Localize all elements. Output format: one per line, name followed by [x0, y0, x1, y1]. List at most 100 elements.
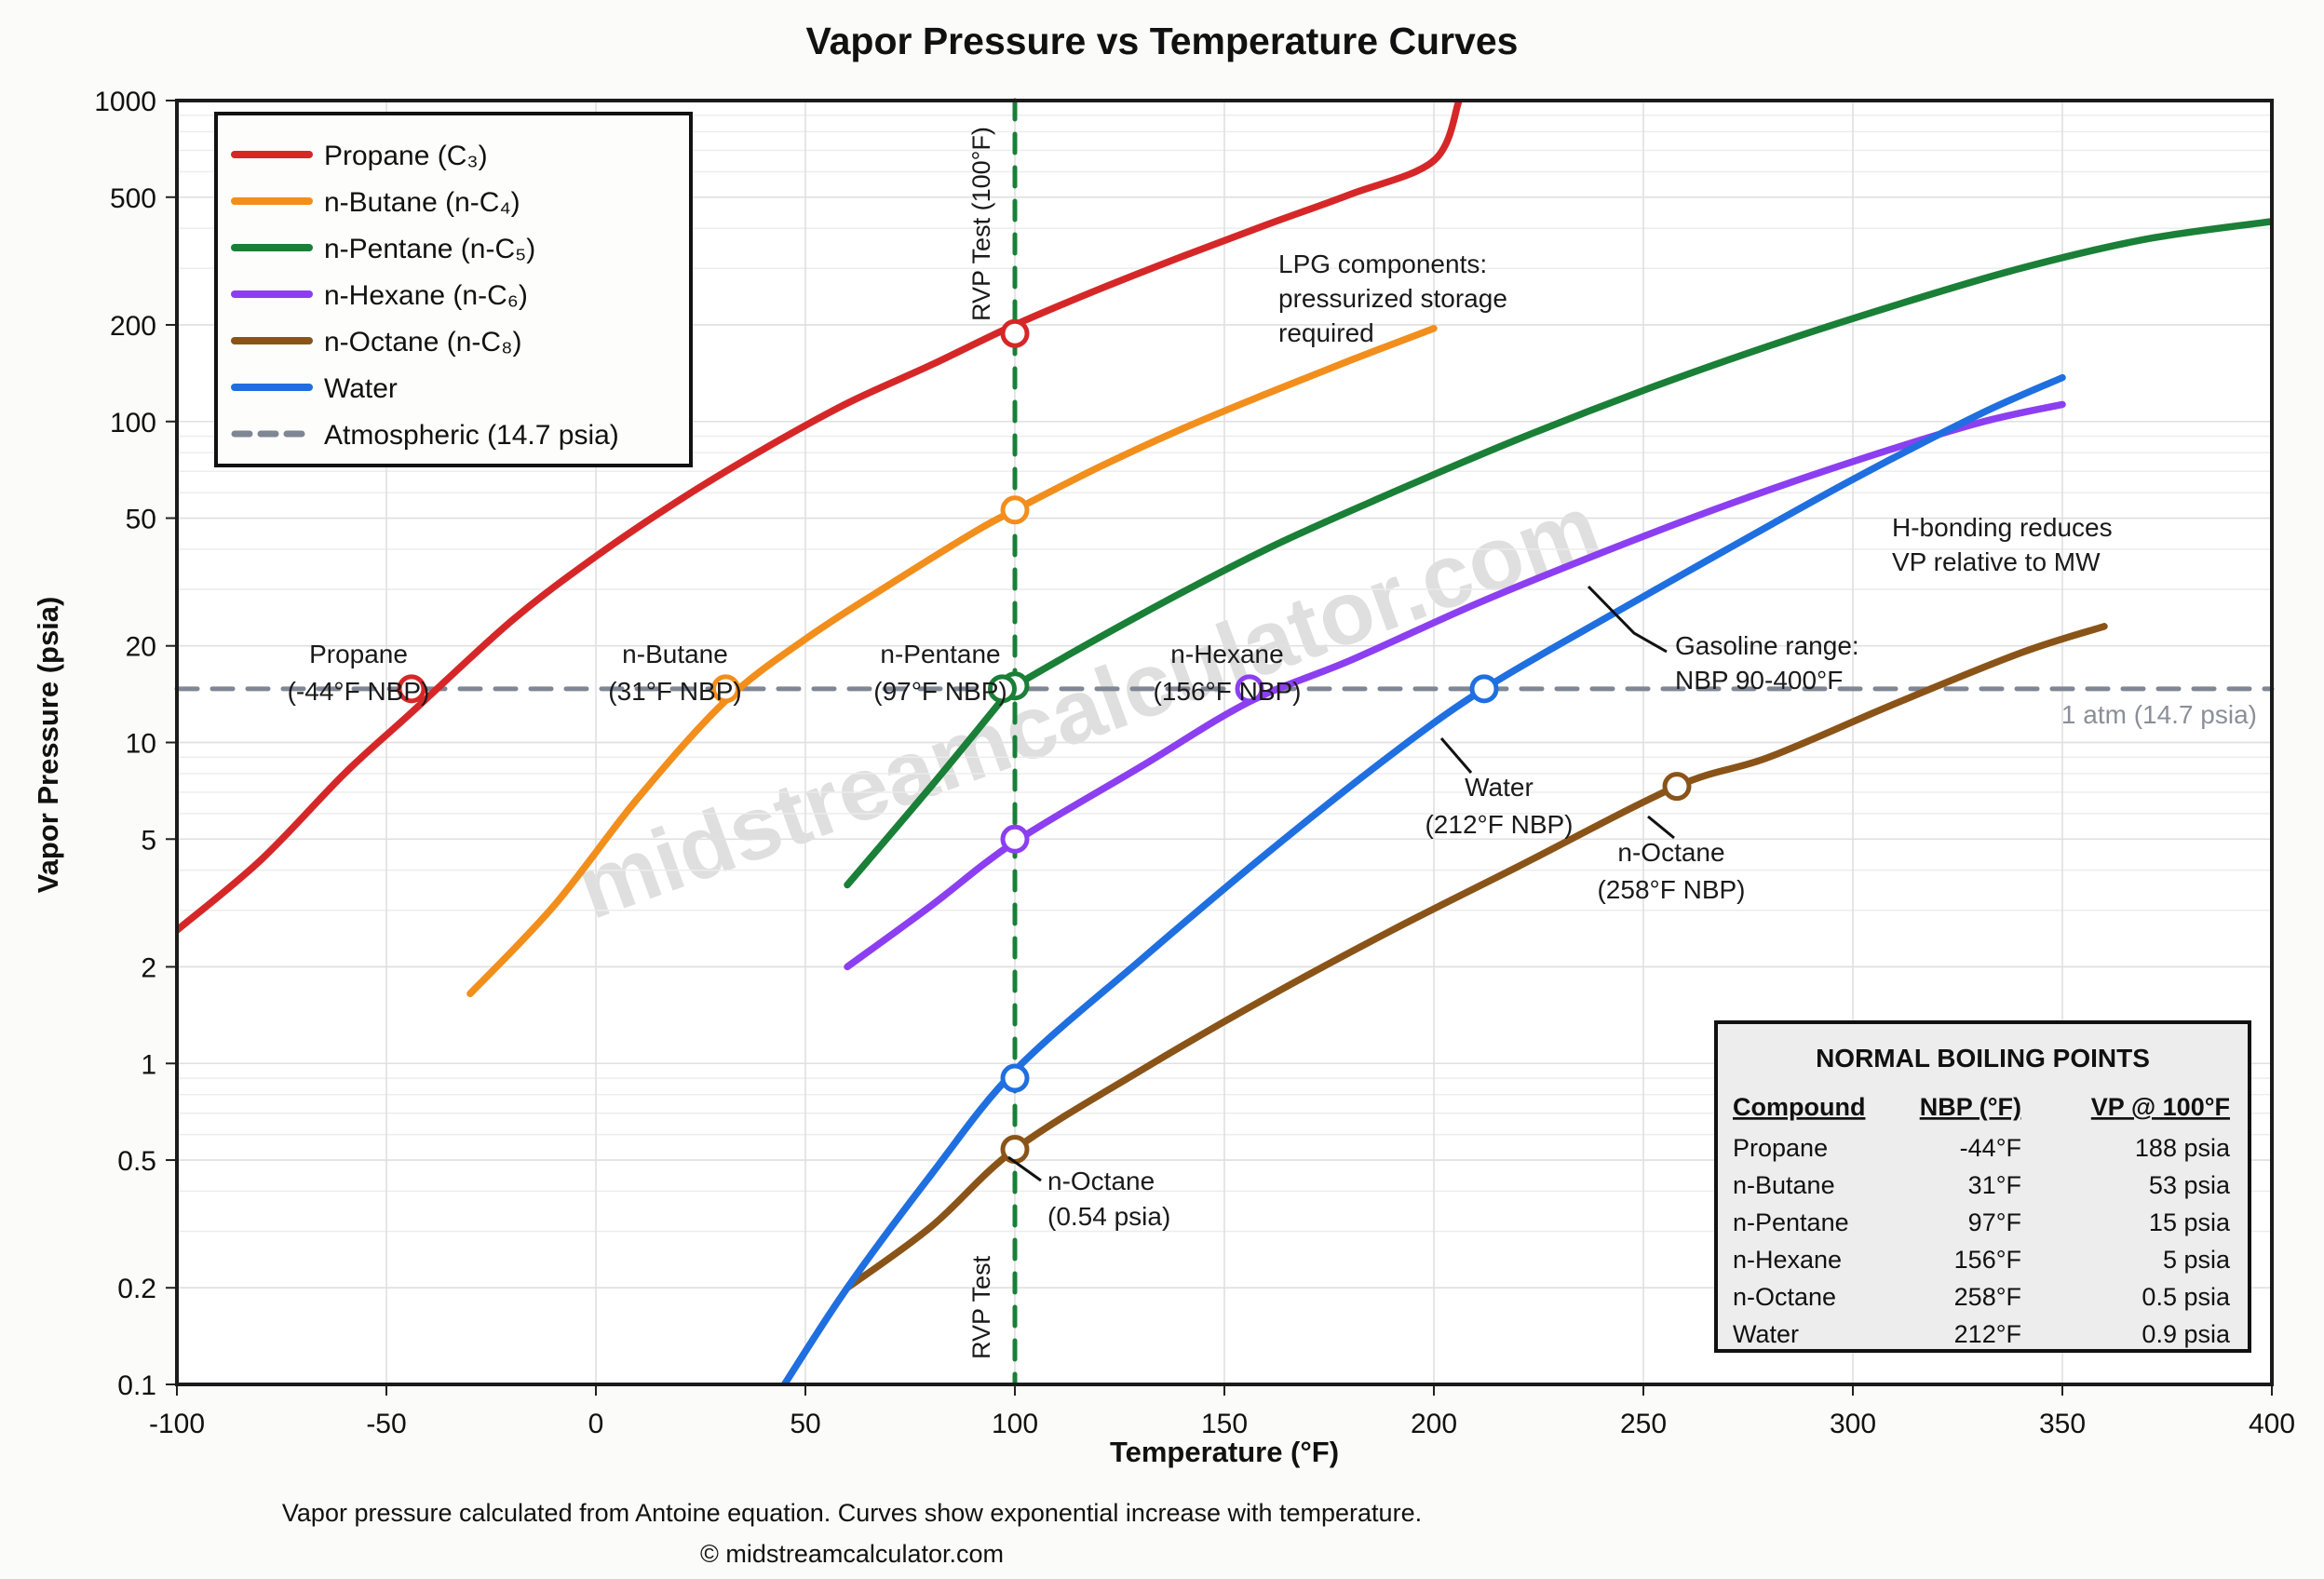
xtick-label: -50 — [366, 1409, 406, 1439]
legend-label-0[interactable]: Propane (C₃) — [324, 141, 488, 171]
octane-callout-leader-line — [1647, 815, 1675, 840]
nbp-table-cell-r2-c2: 15 psia — [2149, 1208, 2231, 1236]
legend-label-2[interactable]: n-Pentane (n-C₅) — [324, 234, 535, 264]
nbp-callout-name-3: n-Hexane — [1170, 640, 1283, 668]
data-marker-n-octane[interactable] — [1000, 1135, 1030, 1165]
hbonding-annotation-line-0: H-bonding reduces — [1892, 513, 2113, 542]
water-callout-leader-line — [1439, 737, 1473, 774]
legend-label-5[interactable]: Water — [324, 373, 398, 404]
nbp-table-cell-r0-c0: Propane — [1733, 1134, 1828, 1162]
x-axis-label: Temperature (°F) — [1110, 1436, 1339, 1468]
data-marker-water[interactable] — [1469, 674, 1499, 704]
ytick-label: 50 — [126, 505, 156, 535]
xtick-label: 0 — [588, 1409, 604, 1439]
nbp-table-cell-r2-c1: 97°F — [1968, 1208, 2021, 1236]
data-marker-n-hexane[interactable] — [1000, 824, 1030, 854]
xtick-label: 150 — [1201, 1409, 1248, 1439]
nbp-table-cell-r0-c1: -44°F — [1960, 1134, 2021, 1162]
legend-label-1[interactable]: n-Butane (n-C₄) — [324, 187, 520, 218]
nbp-callout-name-0: Propane — [309, 640, 408, 668]
data-marker-n-hexane[interactable] — [1235, 674, 1264, 704]
series-line-propane-c- — [177, 101, 1463, 934]
ytick-label: 0.1 — [117, 1370, 156, 1401]
xtick-label: 350 — [2039, 1409, 2086, 1439]
atm-line-label: 1 atm (14.7 psia) — [2061, 700, 2257, 729]
legend-box — [214, 112, 693, 467]
nbp-table-cell-r5-c1: 212°F — [1954, 1320, 2021, 1348]
nbp-table-header-2: VP @ 100°F — [2091, 1093, 2230, 1121]
data-marker-n-octane[interactable] — [1662, 772, 1692, 802]
nbp-table-cell-r5-c2: 0.9 psia — [2142, 1320, 2231, 1348]
gasoline-leader-line — [1587, 585, 1668, 654]
nbp-table-cell-r4-c2: 0.5 psia — [2142, 1283, 2231, 1311]
nbp-table-cell-r5-c0: Water — [1733, 1320, 1799, 1348]
ytick-label: 2 — [141, 952, 156, 983]
data-marker-propane[interactable] — [397, 674, 426, 704]
nbp-callout-sub-1: (31°F NBP) — [608, 677, 741, 706]
series-line-n-butane-n-c- — [466, 325, 1438, 998]
nbp-table-header-1: NBP (°F) — [1920, 1093, 2021, 1121]
xtick-label: 250 — [1620, 1409, 1667, 1439]
nbp-callout-sub-4: (212°F NBP) — [1425, 810, 1573, 839]
octane-rvp-annotation-line-1: (0.54 psia) — [1047, 1202, 1170, 1231]
nbp-table-cell-r4-c1: 258°F — [1954, 1283, 2021, 1311]
xtick-label: 200 — [1411, 1409, 1457, 1439]
lpg-annotation-line-0: LPG components: — [1278, 250, 1487, 278]
nbp-callout-sub-0: (-44°F NBP) — [288, 677, 430, 706]
nbp-callout-name-5: n-Octane — [1617, 838, 1724, 867]
footer-line-2: © midstreamcalculator.com — [700, 1540, 1004, 1568]
nbp-table-cell-r1-c1: 31°F — [1968, 1171, 2021, 1199]
xtick-label: 100 — [992, 1409, 1038, 1439]
nbp-table-cell-r4-c0: n-Octane — [1733, 1283, 1836, 1311]
data-marker-propane[interactable] — [1000, 318, 1030, 348]
xtick-label: 50 — [790, 1409, 820, 1439]
nbp-table-cell-r0-c2: 188 psia — [2135, 1134, 2231, 1162]
legend-label-3[interactable]: n-Hexane (n-C₆) — [324, 280, 528, 311]
ytick-label: 100 — [110, 408, 156, 439]
nbp-table-cell-r1-c2: 53 psia — [2149, 1171, 2231, 1199]
xtick-label: -100 — [149, 1409, 205, 1439]
nbp-callout-sub-5: (258°F NBP) — [1597, 875, 1745, 904]
ytick-label: 5 — [141, 825, 156, 856]
series-line-water — [780, 373, 2066, 1384]
ytick-label: 0.5 — [117, 1146, 156, 1177]
nbp-table-box — [1714, 1020, 2251, 1353]
octane-rvp-annotation-line-0: n-Octane — [1047, 1167, 1155, 1195]
ytick-label: 0.2 — [117, 1274, 156, 1304]
nbp-table-header-0: Compound — [1733, 1093, 1865, 1121]
ytick-label: 500 — [110, 183, 156, 214]
nbp-table-title: NORMAL BOILING POINTS — [1816, 1044, 2150, 1073]
y-axis-label: Vapor Pressure (psia) — [32, 597, 64, 894]
data-marker-water[interactable] — [1000, 1063, 1030, 1093]
ytick-label: 20 — [126, 632, 156, 663]
rvp-test-bottom-label: RVP Test — [967, 1255, 995, 1359]
lpg-annotation-line-1: pressurized storage — [1278, 284, 1507, 313]
footer-line-1: Vapor pressure calculated from Antoine e… — [282, 1499, 1422, 1527]
nbp-table-cell-r3-c1: 156°F — [1954, 1246, 2021, 1274]
data-marker-n-butane[interactable] — [1000, 495, 1030, 525]
xtick-label: 400 — [2249, 1409, 2295, 1439]
gasoline-range-annotation-line-0: Gasoline range: — [1675, 631, 1859, 660]
legend-label-6[interactable]: Atmospheric (14.7 psia) — [324, 420, 619, 451]
ytick-label: 10 — [126, 729, 156, 760]
nbp-callout-sub-2: (97°F NBP) — [873, 677, 1007, 706]
lpg-annotation-line-2: required — [1278, 318, 1374, 347]
hbonding-annotation-line-1: VP relative to MW — [1892, 547, 2101, 576]
nbp-callout-name-2: n-Pentane — [880, 640, 1000, 668]
data-marker-n-pentane[interactable] — [988, 674, 1017, 704]
nbp-table-cell-r3-c0: n-Hexane — [1733, 1246, 1842, 1274]
nbp-callout-sub-3: (156°F NBP) — [1153, 677, 1301, 706]
nbp-table-cell-r2-c0: n-Pentane — [1733, 1208, 1849, 1236]
nbp-callout-name-1: n-Butane — [622, 640, 728, 668]
ytick-label: 1 — [141, 1049, 156, 1080]
page-title: Vapor Pressure vs Temperature Curves — [806, 20, 1519, 62]
octane-rvp-leader-line — [1007, 1155, 1042, 1182]
nbp-table-cell-r1-c0: n-Butane — [1733, 1171, 1835, 1199]
nbp-callout-name-4: Water — [1465, 773, 1534, 802]
legend-label-4[interactable]: n-Octane (n-C₈) — [324, 327, 522, 358]
ytick-label: 200 — [110, 311, 156, 342]
gasoline-range-annotation-line-1: NBP 90-400°F — [1675, 666, 1843, 695]
data-marker-n-butane[interactable] — [711, 674, 740, 704]
